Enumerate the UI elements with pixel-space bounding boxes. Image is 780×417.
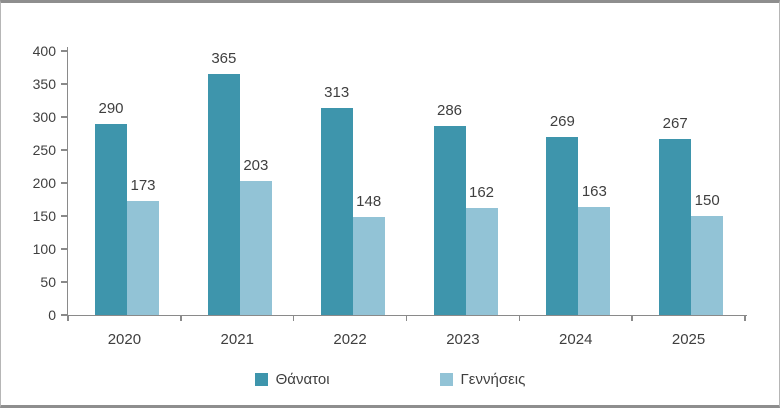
bar-value-label: 290 xyxy=(98,99,124,117)
y-axis-tick xyxy=(61,281,68,283)
x-axis-label: 2025 xyxy=(671,331,706,348)
y-axis-label: 0 xyxy=(48,307,56,323)
y-axis-label: 200 xyxy=(32,175,56,191)
legend-label-births: Γεννήσεις xyxy=(460,371,526,388)
bar-value-label: 286 xyxy=(436,102,463,120)
y-axis-label: 300 xyxy=(32,109,56,125)
bar-value-label: 163 xyxy=(581,183,607,201)
y-axis-label: 250 xyxy=(32,142,56,158)
legend-item-deaths: Θάνατοι xyxy=(254,371,330,388)
x-axis-label: 2022 xyxy=(333,331,367,348)
y-axis-label: 100 xyxy=(32,241,56,257)
bar-value-label: 313 xyxy=(324,84,350,102)
x-axis-label: 2023 xyxy=(446,331,480,348)
bar-value-label: 162 xyxy=(468,184,495,202)
bar-deaths xyxy=(546,137,579,315)
bar-deaths xyxy=(95,123,127,315)
bar-births xyxy=(239,181,272,315)
y-axis-label: 350 xyxy=(32,76,56,92)
chart-legend: Θάνατοι Γεννήσεις xyxy=(0,371,780,388)
x-axis-label: 2021 xyxy=(220,331,254,348)
bar-value-label: 203 xyxy=(243,157,269,175)
legend-item-births: Γεννήσεις xyxy=(439,371,526,388)
y-axis-tick xyxy=(61,83,68,85)
x-axis-tick xyxy=(292,315,295,321)
y-axis-label: 50 xyxy=(40,274,56,290)
x-axis-tick xyxy=(744,315,746,321)
bar-value-label: 365 xyxy=(211,50,237,68)
bar-value-label: 267 xyxy=(662,114,688,132)
bar-deaths xyxy=(320,108,353,315)
y-axis-tick xyxy=(61,182,68,184)
bar-value-label: 148 xyxy=(356,193,382,211)
y-axis-label: 400 xyxy=(32,43,56,59)
x-axis-label: 2024 xyxy=(559,331,593,348)
x-axis-tick xyxy=(518,315,521,321)
y-axis-label: 150 xyxy=(32,208,56,224)
y-axis-tick xyxy=(61,314,68,316)
bar-deaths xyxy=(433,126,466,315)
x-axis-tick xyxy=(67,315,69,321)
legend-swatch-births xyxy=(439,373,453,386)
bar-births xyxy=(578,207,611,315)
bar-births xyxy=(352,217,385,315)
y-axis-tick xyxy=(61,50,68,52)
x-axis-label: 2020 xyxy=(107,331,142,348)
x-axis-tick xyxy=(180,315,182,321)
bar-births xyxy=(127,200,159,315)
legend-swatch-deaths xyxy=(254,373,268,386)
bar-value-label: 173 xyxy=(130,176,156,194)
bar-births xyxy=(465,208,498,315)
bar-births xyxy=(691,216,724,315)
x-axis-tick xyxy=(405,315,408,321)
y-axis-tick xyxy=(61,215,68,217)
legend-label-deaths: Θάνατοι xyxy=(275,371,330,388)
y-axis-line xyxy=(66,47,68,317)
bar-value-label: 150 xyxy=(694,192,720,209)
y-axis-tick xyxy=(61,116,68,118)
bar-deaths xyxy=(659,138,692,315)
y-axis-tick xyxy=(61,149,68,151)
y-axis-tick xyxy=(61,248,68,250)
x-axis-tick xyxy=(631,315,633,321)
bar-deaths xyxy=(207,74,240,315)
bar-value-label: 269 xyxy=(549,113,575,131)
